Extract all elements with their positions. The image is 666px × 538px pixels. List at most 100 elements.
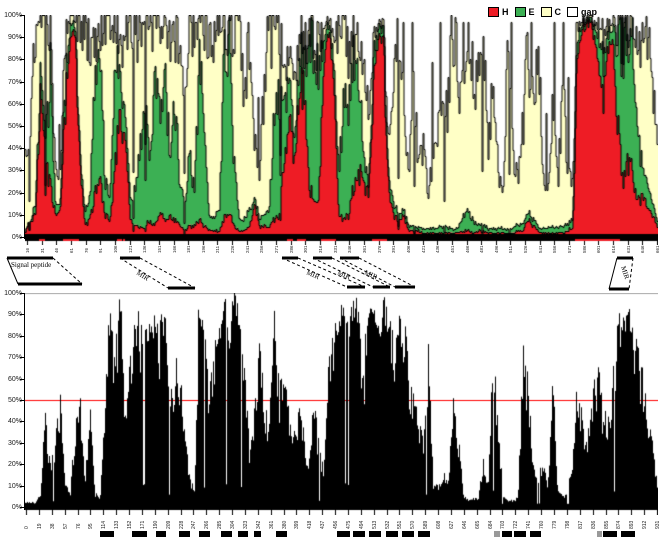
bottom-y-axis-tick-label: 40% (7, 418, 22, 426)
bottom-x-axis-tick-label: 171 (139, 520, 146, 529)
top-y-axis-tick (20, 81, 24, 83)
bottom-y-axis-tick-label: 50% (7, 397, 22, 404)
bottom-x-axis-tick-label: 589 (423, 520, 430, 529)
bottom-y-axis-tick-label: 70% (7, 354, 22, 362)
annotation-line (6, 257, 19, 285)
bottom-y-axis-tick-label: 80% (7, 332, 22, 340)
top-x-axis-tick-label: 316 (318, 245, 323, 253)
bottom-x-axis-tick-label: 494 (358, 520, 365, 529)
top-y-axis-tick-label: 40% (7, 145, 22, 153)
top-x-axis-tick-label: 406 (405, 245, 411, 253)
bottom-x-axis-tick-label: 722 (513, 520, 520, 529)
bottom-x-axis-tick-label: 874 (616, 520, 623, 529)
conservation-bar-chart (25, 293, 658, 515)
top-x-axis-tick-label: 481 (479, 245, 485, 253)
bottom-x-axis-tick-label: 95 (88, 523, 95, 529)
annotation-line (139, 257, 196, 289)
barcode-segment (597, 531, 602, 537)
top-y-axis-tick (20, 126, 24, 127)
bottom-x-axis-tick-label: 931 (655, 520, 662, 529)
top-x-axis-tick-label: 451 (449, 245, 455, 253)
top-x-axis-tick-label: 631 (625, 245, 631, 253)
annotation-line (608, 257, 618, 290)
barcode-segment (156, 531, 166, 537)
barcode-segment (621, 531, 635, 537)
top-y-axis-tick-label: 20% (7, 189, 22, 197)
top-x-axis-tick-label: 421 (420, 245, 426, 253)
top-x-axis-tick-label: 346 (347, 245, 353, 253)
top-x-axis-tick-label: 496 (493, 245, 499, 253)
top-y-axis-tick-label: 50% (7, 123, 22, 130)
bottom-chart-y-axis-line (24, 293, 25, 510)
bottom-x-axis-tick-label: 779 (551, 520, 558, 529)
top-x-axis-tick-label: 181 (186, 245, 192, 253)
top-y-axis-tick-label: 10% (7, 211, 22, 219)
bottom-y-axis-tick-label: 10% (7, 482, 22, 490)
bottom-x-axis-tick-label: 57 (62, 523, 69, 529)
top-x-axis-tick-label: 136 (142, 245, 148, 253)
bottom-x-axis-tick-label: 19 (36, 523, 43, 529)
top-y-axis-tick-label: 0% (11, 234, 22, 241)
top-y-axis-tick (20, 214, 24, 216)
barcode-segment (502, 531, 512, 537)
bottom-x-axis-tick-label: 437 (320, 520, 327, 529)
bottom-y-axis-tick (20, 357, 24, 359)
barcode-segment (494, 531, 500, 537)
barcode-segment (199, 531, 210, 537)
bottom-x-axis-tick-label: 228 (178, 520, 185, 529)
annotation-line (52, 257, 83, 285)
bottom-x-axis-tick-label: 760 (539, 520, 546, 529)
barcode-segment (100, 531, 114, 537)
top-x-axis-tick-label: 661 (654, 245, 660, 253)
top-x-axis-tick-label: 211 (215, 245, 221, 253)
top-chart-y-axis-line (24, 15, 25, 239)
annotation-label: MIR (336, 269, 352, 282)
barcode-segment (238, 531, 248, 537)
top-x-axis-tick-label: 436 (435, 245, 441, 253)
bottom-x-axis-tick-label: 570 (410, 520, 417, 529)
bottom-x-axis-tick-label: 893 (629, 520, 636, 529)
top-x-axis-tick-label: 241 (244, 245, 250, 253)
bottom-x-axis-tick-label: 190 (152, 520, 159, 529)
bottom-x-axis-tick-label: 475 (345, 520, 352, 529)
bottom-x-axis-tick-label: 399 (294, 520, 301, 529)
top-y-axis-tick (20, 170, 24, 172)
annotation-label: MIR (305, 269, 321, 282)
top-x-axis-tick-label: 601 (596, 245, 602, 253)
top-y-axis-tick (20, 15, 24, 16)
top-x-axis-tick-label: 646 (640, 245, 646, 253)
barcode-segment (603, 531, 617, 537)
top-y-axis-tick-label: 60% (7, 100, 22, 108)
top-x-axis-tick-label: 511 (508, 245, 514, 253)
bottom-x-axis-tick-label: 418 (307, 520, 314, 529)
barcode-segment (369, 531, 381, 537)
top-x-axis-tick-label: 586 (581, 245, 587, 253)
bottom-y-axis-tick (20, 421, 24, 423)
top-x-axis-tick-label: 376 (376, 245, 382, 253)
bottom-x-axis-tick-label: 608 (436, 520, 443, 529)
bottom-x-axis-tick-label: 0 (24, 526, 30, 529)
top-y-axis-tick-label: 70% (7, 78, 22, 86)
bottom-y-axis-tick-label: 100% (4, 290, 22, 297)
bottom-x-axis-tick-label: 684 (487, 520, 494, 529)
consensus-structure-stacked-area-chart (25, 15, 658, 245)
annotation-line (119, 257, 169, 289)
bottom-x-axis-tick-label: 741 (526, 520, 533, 529)
barcode-segment (514, 531, 526, 537)
bottom-x-axis-tick-label: 855 (603, 520, 610, 529)
bottom-x-axis-tick-label: 342 (255, 520, 262, 529)
annotation-line (297, 257, 366, 288)
bottom-y-axis-tick (20, 293, 24, 294)
barcode-segment (337, 531, 350, 537)
top-x-axis-tick-label: 616 (611, 245, 616, 253)
bottom-y-axis-tick-label: 30% (7, 439, 22, 447)
bottom-y-axis-tick (20, 335, 24, 337)
top-x-axis-tick-label: 121 (127, 245, 133, 253)
top-x-axis-tick-label: 331 (332, 245, 338, 253)
bottom-x-axis-tick-label: 551 (397, 520, 404, 529)
top-y-axis-tick (20, 59, 24, 61)
bottom-x-axis-tick-label: 627 (448, 520, 455, 529)
barcode-segment (402, 531, 414, 537)
bottom-x-axis-tick-label: 817 (577, 520, 584, 529)
